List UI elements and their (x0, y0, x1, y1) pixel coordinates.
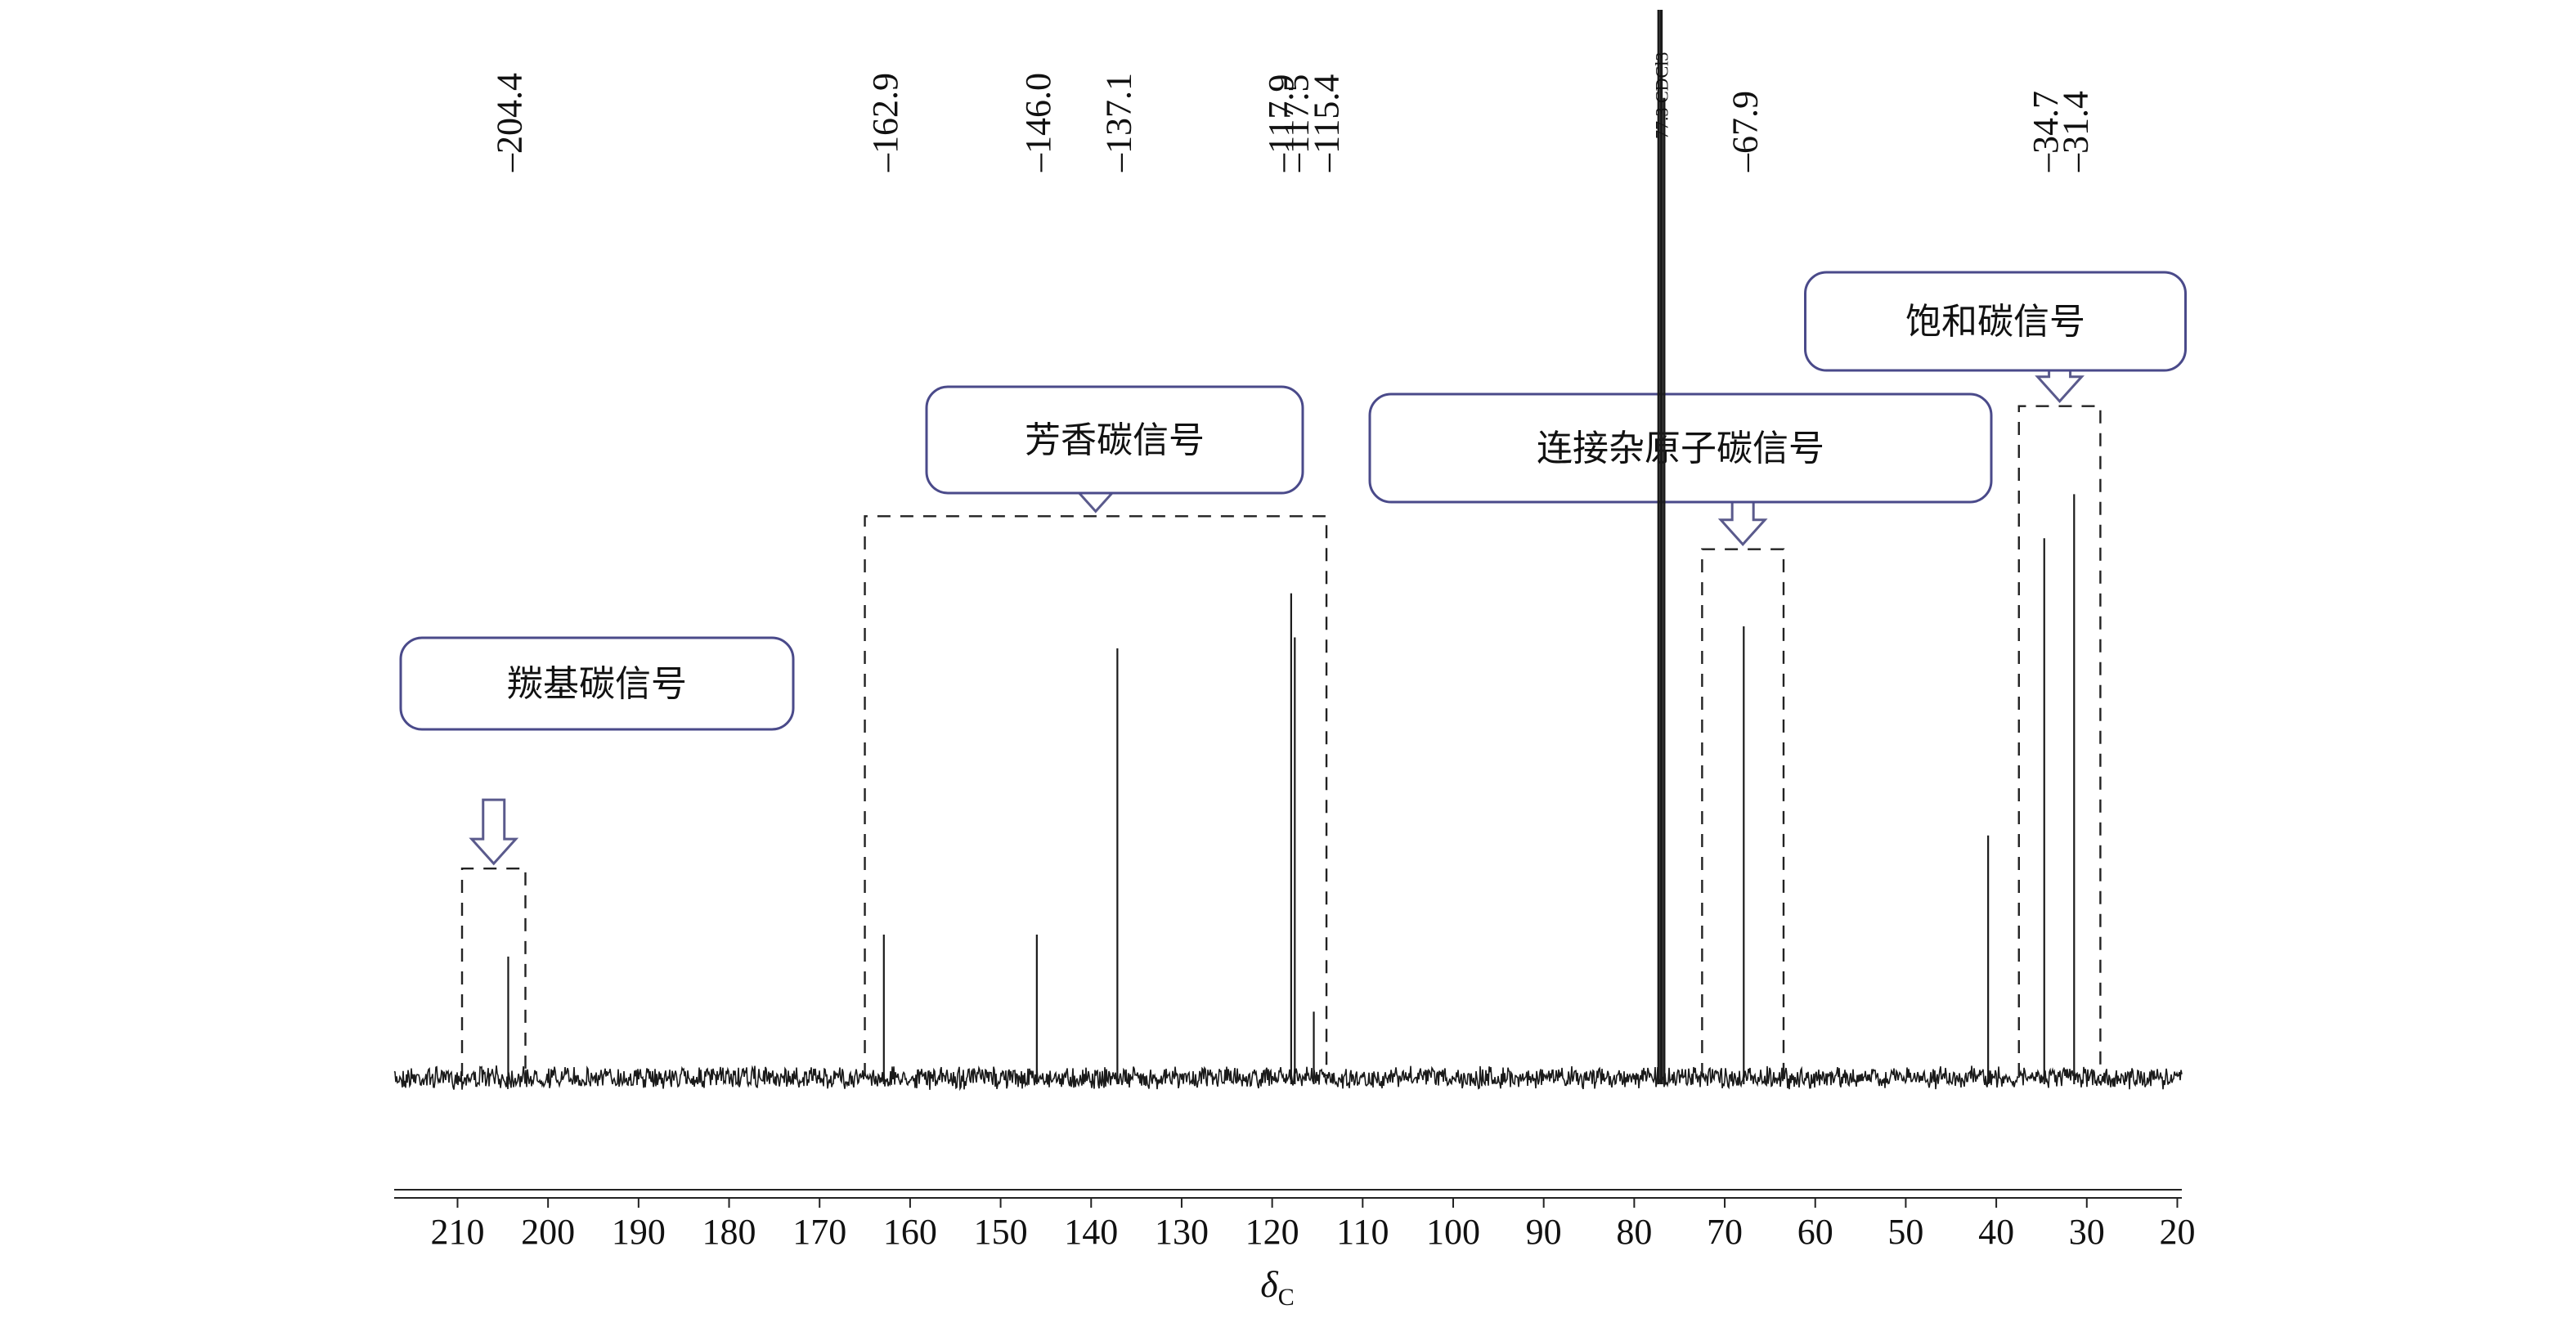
x-tick-label: 190 (612, 1212, 666, 1252)
peak-label-group: –137.1 (1098, 73, 1138, 173)
peak-label: –34.7 (2026, 91, 2066, 173)
x-tick-label: 140 (1064, 1212, 1118, 1252)
peak-label-group: –34.7 (2026, 91, 2066, 173)
spectrum-trace (393, 10, 2183, 1092)
peak-label: –117.5 (1276, 74, 1316, 173)
peak-label: –146.0 (1018, 73, 1058, 173)
x-tick-label: 130 (1155, 1212, 1209, 1252)
peak-label-group: –31.4 (2055, 91, 2095, 173)
x-tick-label: 30 (2069, 1212, 2105, 1252)
region-bracket (1701, 548, 1785, 1076)
x-tick-label: 90 (1526, 1212, 1562, 1252)
peak-label-group: –117.5 (1276, 74, 1316, 173)
x-tick-label: 110 (1336, 1212, 1389, 1252)
region-bracket (460, 867, 527, 1076)
x-tick-label: 160 (883, 1212, 937, 1252)
x-tick-label: 70 (1707, 1212, 1743, 1252)
x-tick-label: 100 (1426, 1212, 1480, 1252)
signal-regions: 羰基碳信号 芳香碳信号 连接杂原子碳信号 饱和碳信号 (399, 271, 2187, 1076)
region-callout-box (399, 636, 795, 731)
peak-label-group: –146.0 (1018, 73, 1058, 173)
peak-label-group: –117.9 (1261, 74, 1301, 173)
x-tick-label: 150 (974, 1212, 1028, 1252)
x-tick-label: 120 (1245, 1212, 1299, 1252)
peak-label-group: –162.9 (865, 73, 905, 173)
x-axis-title-symbol: δ (1260, 1263, 1278, 1305)
x-axis: 210 200 190 180 170 160 150 140 130 120 110 100 90 80… (394, 1189, 2195, 1252)
baseline-noise (393, 1065, 2183, 1092)
peak-label: –67.9 (1725, 91, 1765, 173)
x-tick-label: 80 (1616, 1212, 1652, 1252)
peak-label: –204.4 (489, 73, 529, 173)
region-callout-label: 连接杂原子碳信号 (1537, 428, 1824, 469)
x-tick-label: 180 (702, 1212, 756, 1252)
region-callout-box (1368, 392, 1993, 504)
region-callout-label: 羰基碳信号 (507, 663, 687, 705)
solvent-label-group: 77.3 CDCl3 (1652, 52, 1672, 139)
peak-label-group: –204.4 (489, 73, 529, 173)
peak-label-group: –115.4 (1307, 74, 1347, 173)
region-bracket (2017, 405, 2102, 1076)
x-tick-label: 50 (1887, 1212, 1923, 1252)
peak-label: –115.4 (1307, 74, 1347, 173)
peak-label: –137.1 (1098, 73, 1138, 173)
down-arrow-icon (469, 798, 519, 866)
x-tick-label: 20 (2159, 1212, 2195, 1252)
region-callout-label: 饱和碳信号 (1905, 301, 2085, 343)
region-callout-label: 芳香碳信号 (1025, 419, 1205, 461)
x-axis-title: δC (1260, 1263, 1294, 1311)
peak-label: –117.9 (1261, 74, 1301, 173)
peak-labels: –204.4 –162.9 –146.0 –137.1 –117.9–117.5–115… (489, 52, 2095, 173)
peak-label: –162.9 (865, 73, 905, 173)
x-tick-label: 170 (792, 1212, 846, 1252)
x-tick-label: 210 (430, 1212, 484, 1252)
region-bracket (864, 515, 1328, 1076)
x-tick-label: 60 (1797, 1212, 1833, 1252)
solvent-label: 77.3 CDCl3 (1652, 52, 1672, 139)
x-tick-label: 40 (1978, 1212, 2014, 1252)
region-callout-box (1804, 271, 2187, 372)
region-callout-box (925, 385, 1304, 495)
x-tick-label: 200 (521, 1212, 575, 1252)
peak-label: –31.4 (2055, 91, 2095, 173)
x-axis-title-subscript: C (1278, 1284, 1295, 1311)
peak-label-group: –67.9 (1725, 91, 1765, 173)
